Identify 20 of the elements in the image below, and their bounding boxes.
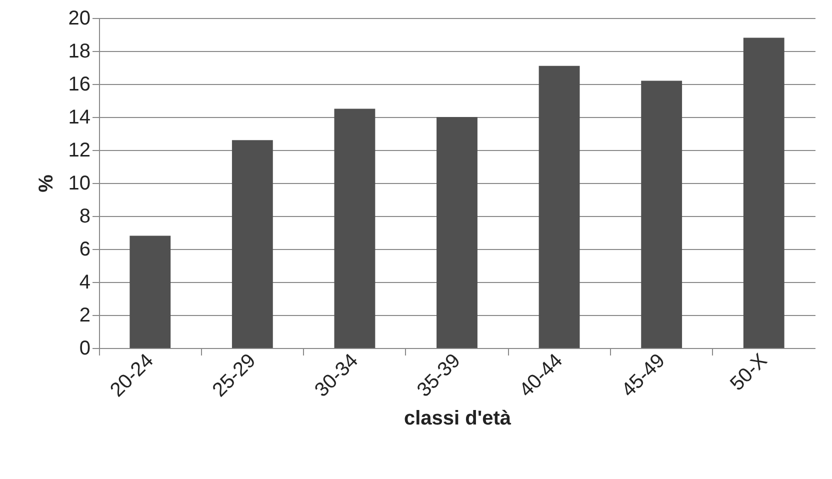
bar: [641, 80, 682, 348]
y-tick-label: 8: [79, 206, 90, 228]
x-axis-title: classi d'età: [404, 408, 512, 430]
y-tick-label: 10: [68, 172, 90, 194]
bar: [130, 236, 171, 348]
y-tick-label: 2: [79, 304, 90, 326]
y-tick-label: 12: [68, 140, 90, 162]
y-tick-label: 14: [68, 106, 90, 128]
bar: [334, 108, 376, 348]
y-tick-label: 4: [79, 272, 90, 294]
bar: [538, 66, 580, 348]
y-tick-label: 0: [79, 338, 90, 360]
bar: [232, 140, 273, 348]
y-axis-title: %: [35, 174, 58, 192]
bar: [743, 38, 784, 348]
y-tick-label: 20: [68, 8, 90, 30]
bar: [436, 117, 478, 348]
y-tick-label: 18: [68, 40, 90, 62]
y-tick-label: 16: [68, 74, 90, 96]
y-tick-label: 6: [79, 238, 90, 260]
